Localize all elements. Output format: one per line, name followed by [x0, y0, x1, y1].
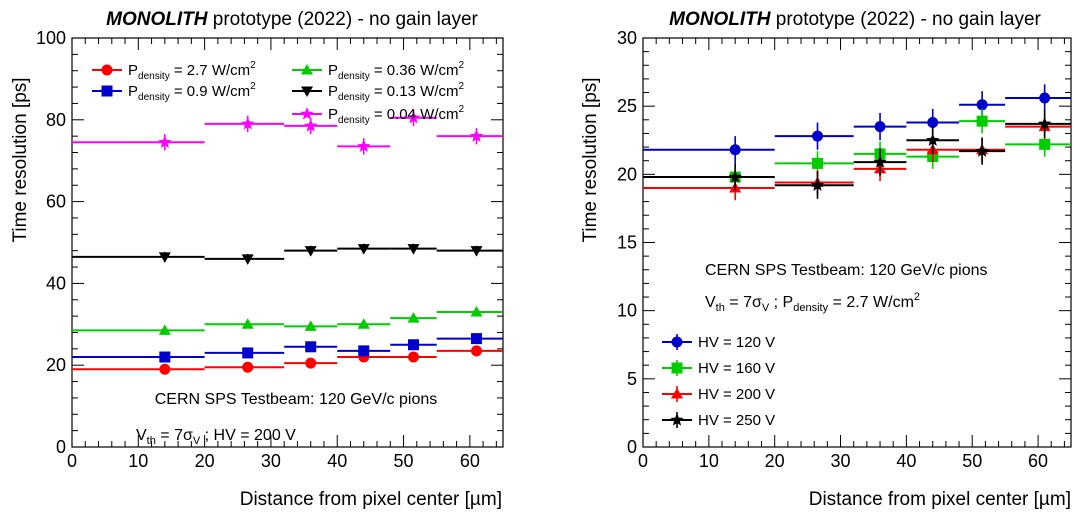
left-series-1-point: [242, 347, 253, 358]
left-x-tick-label: 30: [261, 451, 281, 471]
left-series-1-point: [305, 341, 316, 352]
right-x-tick-label: 30: [831, 451, 851, 471]
left-series-0-point: [159, 364, 170, 375]
left-legend-marker: [102, 86, 113, 97]
right-panel: MONOLITH prototype (2022) - no gain laye…: [580, 9, 1071, 510]
right-y-tick-label: 10: [617, 301, 637, 321]
right-title: MONOLITH prototype (2022) - no gain laye…: [669, 9, 1041, 30]
right-legend-item-1: HV = 160 V: [662, 360, 775, 377]
right-x-tick-label: 40: [896, 451, 916, 471]
left-y-tick-label: 80: [46, 110, 66, 130]
right-legend-label: HV = 120 V: [698, 334, 775, 351]
left-series-0: [72, 345, 503, 374]
right-y-tick-label: 15: [617, 233, 637, 253]
right-series-1-point: [1039, 139, 1050, 150]
left-annotation-beam: CERN SPS Testbeam: 120 GeV/c pions: [155, 391, 438, 408]
left-series-1: [72, 333, 503, 362]
left-legend-marker: [300, 107, 313, 120]
left-x-tick-label: 60: [460, 451, 480, 471]
right-series-0-point: [1039, 92, 1050, 103]
right-series-1-point: [812, 158, 823, 169]
left-legend-marker: [102, 65, 113, 76]
left-y-tick-label: 60: [46, 192, 66, 212]
left-y-tick-label: 0: [56, 437, 66, 457]
left-title: MONOLITH prototype (2022) - no gain laye…: [106, 9, 478, 30]
left-legend-item-4: Pdensity = 0.04 W/cm2: [292, 104, 464, 126]
right-x-tick-label: 20: [765, 451, 785, 471]
right-x-tick-label: 0: [638, 451, 648, 471]
left-legend-label: Pdensity = 0.13 W/cm2: [328, 81, 464, 103]
right-legend-label: HV = 250 V: [698, 412, 775, 429]
left-series-1-point: [471, 333, 482, 344]
left-legend-label: Pdensity = 0.04 W/cm2: [328, 104, 464, 126]
right-y-tick-label: 0: [627, 437, 637, 457]
left-legend-label: Pdensity = 2.7 W/cm2: [128, 60, 256, 82]
right-series-0-point: [812, 131, 823, 142]
left-legend-item-3: Pdensity = 0.13 W/cm2: [292, 81, 464, 103]
left-series-2: [72, 306, 503, 335]
left-legend-label: Pdensity = 0.9 W/cm2: [128, 81, 256, 103]
right-legend-marker: [672, 363, 683, 374]
left-y-tick-label: 100: [36, 28, 66, 48]
left-panel: MONOLITH prototype (2022) - no gain laye…: [10, 9, 503, 510]
right-legend-label: HV = 200 V: [698, 386, 775, 403]
right-x-axis-label: Distance from pixel center [µm]: [809, 489, 1071, 510]
left-x-axis-label: Distance from pixel center [µm]: [240, 489, 502, 510]
left-series-0-point: [242, 362, 253, 373]
left-series-1-point: [358, 345, 369, 356]
right-y-tick-label: 20: [617, 164, 637, 184]
left-legend-label: Pdensity = 0.36 W/cm2: [328, 60, 464, 82]
left-y-tick-label: 20: [46, 355, 66, 375]
left-x-tick-label: 40: [327, 451, 347, 471]
left-annotation-conditions: Vth = 7σV ; HV = 200 V: [136, 427, 296, 447]
left-legend-item-0: Pdensity = 2.7 W/cm2: [92, 60, 256, 82]
left-x-tick-label: 10: [128, 451, 148, 471]
right-legend-label: HV = 160 V: [698, 360, 775, 377]
left-series-3: [72, 244, 503, 265]
left-y-tick-label: 40: [46, 273, 66, 293]
right-y-tick-label: 30: [617, 28, 637, 48]
right-series-1-point: [977, 116, 988, 127]
right-x-tick-label: 10: [699, 451, 719, 471]
right-series-0-point: [927, 117, 938, 128]
right-legend-item-3: HV = 250 V: [662, 412, 775, 429]
left-y-axis-label: Time resolution [ps]: [10, 77, 31, 242]
left-series-1-point: [159, 352, 170, 363]
right-x-tick-label: 50: [962, 451, 982, 471]
left-x-tick-label: 20: [195, 451, 215, 471]
right-legend-item-0: HV = 120 V: [662, 334, 775, 351]
right-legend-marker: [672, 337, 683, 348]
left-x-tick-label: 0: [67, 451, 77, 471]
left-series-0-point: [408, 352, 419, 363]
right-y-tick-label: 5: [627, 369, 637, 389]
right-y-tick-label: 25: [617, 96, 637, 116]
left-x-tick-label: 50: [394, 451, 414, 471]
right-annotation-conditions: Vth = 7σV ; Pdensity = 2.7 W/cm2: [705, 291, 920, 314]
right-annotation-beam: CERN SPS Testbeam: 120 GeV/c pions: [705, 262, 988, 279]
right-series-0-point: [730, 144, 741, 155]
right-x-tick-label: 60: [1028, 451, 1048, 471]
left-series-1-point: [408, 339, 419, 350]
right-series-0-point: [977, 99, 988, 110]
right-y-axis-label: Time resolution [ps]: [580, 77, 601, 242]
left-series-0-point: [471, 345, 482, 356]
right-legend-item-2: HV = 200 V: [662, 386, 775, 403]
left-series-0-point: [305, 358, 316, 369]
left-legend-item-1: Pdensity = 0.9 W/cm2: [92, 81, 256, 103]
right-series-0-point: [875, 121, 886, 132]
left-legend-item-2: Pdensity = 0.36 W/cm2: [292, 60, 464, 82]
